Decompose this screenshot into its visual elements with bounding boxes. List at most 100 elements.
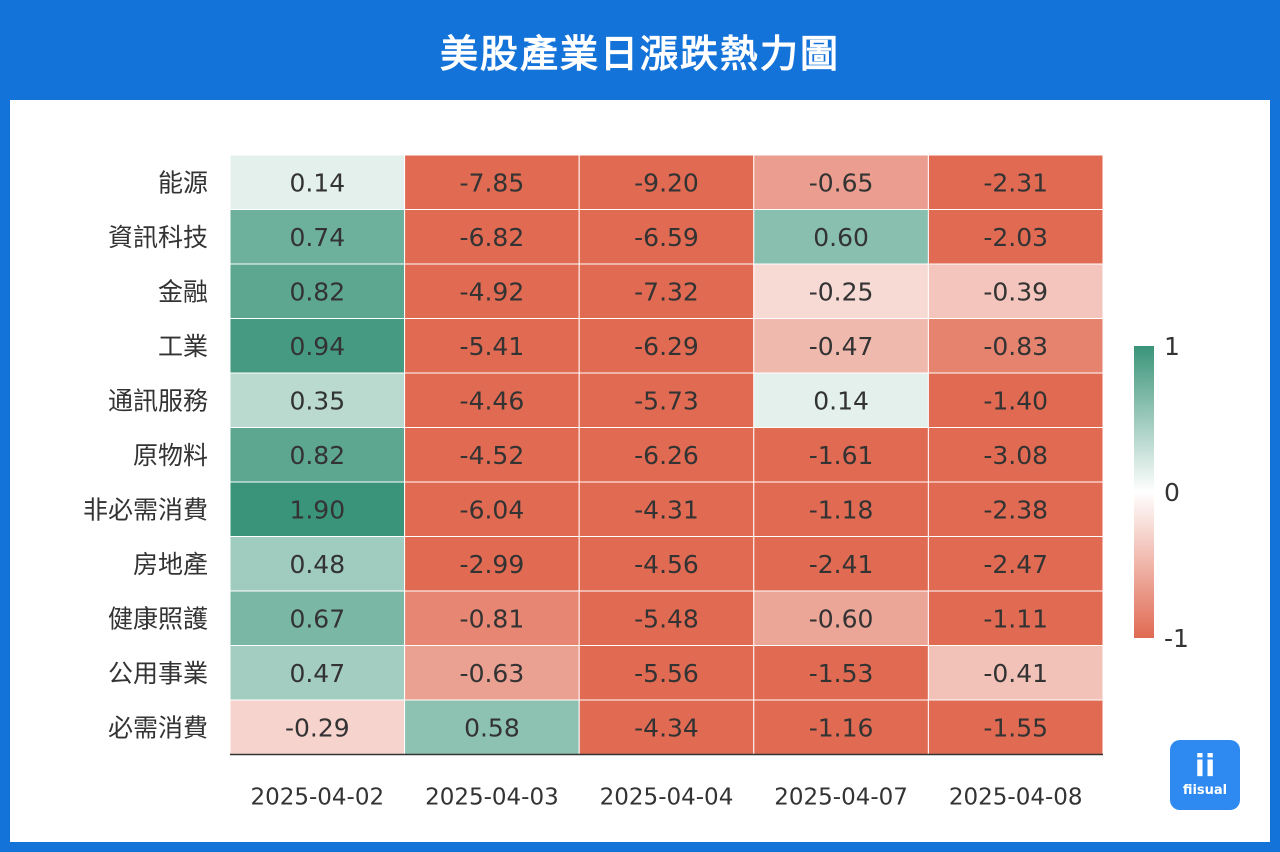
cell-value-label: -2.31 [983,168,1048,197]
heatmap-cell [578,154,755,210]
heatmap-cell [927,427,1104,483]
heatmap-cell [578,536,755,592]
cell-value-label: -5.41 [460,332,525,361]
colorbar [1134,346,1154,638]
colorbar-tick-label: 0 [1164,478,1180,507]
cell-value-label: -1.53 [809,659,874,688]
cell-value-label: -1.16 [809,713,874,742]
cell-value-label: -0.83 [983,332,1048,361]
heatmap-cell [578,427,755,483]
cell-value-label: -2.99 [460,550,525,579]
cell-value-label: 0.14 [289,168,345,197]
row-label: 非必需消費 [83,495,208,524]
colorbar-tick-label: -1 [1164,624,1189,653]
cell-value-label: 0.67 [289,604,345,633]
cell-value-label: -0.47 [809,332,874,361]
cell-value-label: -0.60 [809,604,874,633]
column-label: 2025-04-03 [425,785,559,811]
heatmap-cell [229,209,406,265]
heatmap-cell [578,372,755,428]
row-label: 資訊科技 [108,223,208,252]
heatmap-cell [578,263,755,319]
heatmap-cell [927,590,1104,646]
heatmap-chart: 0.14 -7.85 -9.20 -0.65 -2.31 0.74 -6.82 -6.59 0.… [83,154,1189,811]
cell-value-label: -0.41 [983,659,1048,688]
cell-value-label: -7.32 [634,277,699,306]
heatmap-cell [927,209,1104,265]
heatmap-cell [404,645,580,701]
column-label: 2025-04-04 [600,785,734,811]
cell-value-label: -4.56 [634,550,699,579]
cell-value-label: -5.48 [634,604,699,633]
row-label: 工業 [158,332,208,361]
cell-value-label: -6.29 [634,332,699,361]
cell-value-label: -1.18 [809,495,874,524]
cell-value-label: 0.35 [289,386,345,415]
heatmap-cell [404,372,580,428]
cell-value-label: -6.82 [460,223,525,252]
heatmap-cell [229,372,406,428]
heatmap-cell [927,263,1104,319]
heatmap-cell [578,209,755,265]
cell-value-label: -1.40 [983,386,1048,415]
row-label: 健康照護 [108,604,208,633]
cell-value-label: -4.92 [460,277,525,306]
cell-value-label: 0.14 [813,386,869,415]
row-label: 通訊服務 [108,386,208,415]
logo-text: fiisual [1182,783,1228,798]
column-label: 2025-04-07 [774,785,908,811]
cell-value-label: 0.82 [289,277,345,306]
heatmap-cell [753,154,929,210]
heatmap-cell [578,318,755,374]
cell-value-label: -0.25 [809,277,874,306]
cell-value-label: 0.47 [289,659,345,688]
cell-value-label: 1.90 [289,495,345,524]
row-label: 能源 [158,168,208,197]
heatmap-cell [753,536,929,592]
heatmap-cell [753,699,929,755]
row-label: 房地產 [133,550,208,579]
cell-value-label: -6.59 [634,223,699,252]
cell-value-label: -5.56 [634,659,699,688]
heatmap-cell [753,318,929,374]
fiisual-logo: ii fiisual [1170,740,1240,810]
heatmap-cell [229,481,406,537]
cell-value-label: 0.58 [464,713,520,742]
cell-value-label: -0.81 [460,604,525,633]
logo-icon: ii [1194,749,1216,784]
heatmap-cell [927,154,1104,210]
heatmap-cell [229,318,406,374]
heatmap-cell [578,699,755,755]
cell-value-label: -4.31 [634,495,699,524]
cell-value-label: 0.74 [289,223,345,252]
cell-value-label: -3.08 [983,441,1048,470]
cell-value-label: -4.34 [634,713,699,742]
heatmap-cell [404,590,580,646]
cell-value-label: -4.46 [460,386,525,415]
heatmap-cell [578,645,755,701]
heatmap-cell [404,154,580,210]
cell-value-label: 0.82 [289,441,345,470]
cell-value-label: -2.41 [809,550,874,579]
cell-value-label: -1.11 [983,604,1048,633]
heatmap-cell [753,645,929,701]
chart-panel: 0.14 -7.85 -9.20 -0.65 -2.31 0.74 -6.82 -6.59 0.… [10,100,1270,842]
heatmap-cell [229,154,406,210]
heatmap-cell [229,645,406,701]
heatmap-cell [404,536,580,592]
heatmap-cell [753,427,929,483]
page-title: 美股產業日漲跌熱力圖 [439,31,840,76]
cell-value-label: -1.61 [809,441,874,470]
heatmap-cell [927,372,1104,428]
cell-value-label: -6.04 [460,495,525,524]
cell-value-label: -0.63 [460,659,525,688]
cell-value-label: -4.52 [460,441,525,470]
heatmap-cell [927,699,1104,755]
cell-value-label: -7.85 [460,168,525,197]
cell-value-label: 0.48 [289,550,345,579]
heatmap-cell [404,318,580,374]
cell-value-label: -0.39 [983,277,1048,306]
cell-value-label: -1.55 [983,713,1048,742]
cell-value-label: -6.26 [634,441,699,470]
